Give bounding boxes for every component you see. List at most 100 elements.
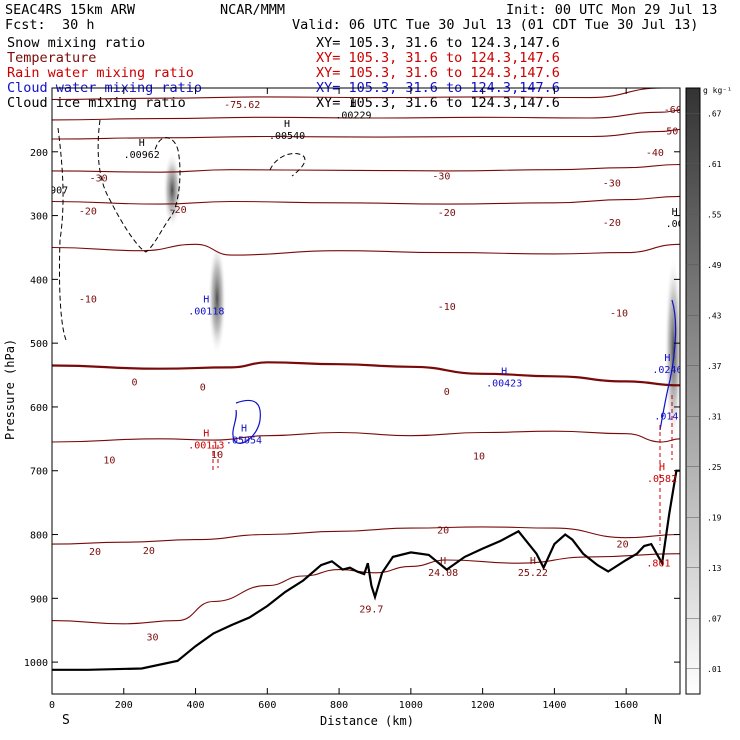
extremum-value: .00118 [188,306,224,317]
extremum-marker: H [440,556,446,567]
temperature-label: 10 [473,451,485,462]
colorbar-level-label: .49 [707,261,722,270]
temperature-label: -10 [438,302,456,313]
extremum-value: .00229 [335,111,371,122]
extrema-labels: H.00962H.00540H.00229907H.00118H.05054H.… [50,99,684,616]
endpoint-left: S [62,713,70,728]
extremum-value: 24.08 [428,568,458,579]
temperature-label: -20 [79,206,97,217]
temperature-label: -50 [660,127,678,138]
plot-frame [51,87,681,695]
temperature-label: -75.62 [224,100,260,111]
temperature-contour [52,526,680,545]
extremum-value: .0582 [647,474,677,485]
x-axis-label: Distance (km) [320,714,414,728]
temperature-label: 20 [143,546,155,557]
colorbar-level-label: .01 [707,665,722,674]
colorbar: .01 .07 .13 .19 .25 .31 .37 .43 .49 .55 .61 .67 [685,87,722,695]
temperature-label: -30 [603,178,621,189]
y-tick-label: 400 [30,275,48,286]
axes: 0 200 400 600 800 1000 1200 1400 160020030040050… [24,88,680,711]
temperature-label: -30 [432,171,450,182]
extremum-marker: H [659,462,665,473]
extremum-marker: H [203,294,209,305]
extremum-marker: H [284,119,290,130]
colorbar-level-label: .13 [707,564,722,573]
extremum-marker: H [241,423,247,434]
field-name-temperature: Temperature [7,50,97,66]
colorbar-level-label: .61 [707,160,722,169]
extremum-value: .014 [654,412,678,423]
temperature-label: -10 [610,309,628,320]
field-xy-snow: XY= 105.3, 31.6 to 124.3,147.6 [316,35,560,51]
temperature-contour [52,88,680,101]
init-time: Init: 00 UTC Mon 29 Jul 13 [506,2,718,18]
temperature-contours: -75.62 -60 -50 -40 -30 -30 -30 -20 -20 -20 -20 -10 -… [52,88,682,644]
y-tick-label: 700 [30,467,48,478]
y-tick-label: 500 [30,339,48,350]
extremum-marker: H [350,99,356,110]
rain-contour [212,395,673,545]
snow-contour-small [269,153,306,177]
colorbar-level-label: .31 [707,412,722,421]
y-tick-label: 600 [30,403,48,414]
forecast-hour: 30 h [62,17,95,33]
endpoint-right: N [654,713,662,728]
colorbar-level-label: .67 [707,109,722,118]
temperature-contour [52,163,680,173]
temperature-label: -40 [646,148,664,159]
forecast-label: Fcst: [5,17,46,33]
field-name-rain: Rain water mixing ratio [7,65,194,81]
x-tick-label: 1200 [471,700,495,711]
cloud-water-contour [232,399,261,444]
temperature-contour [52,109,680,121]
colorbar-unit: g kg⁻¹ [703,86,732,95]
temperature-contour [52,243,680,256]
x-tick-label: 800 [330,700,348,711]
y-tick-label: 800 [30,531,48,542]
extremum-value: .00423 [486,379,522,390]
temperature-label: -30 [90,173,108,184]
extremum-value: 29.7 [359,604,383,615]
temperature-label: -20 [603,218,621,229]
cloud-water-contour-right [659,299,677,431]
temperature-label: -60 [664,105,682,116]
temperature-contour [52,430,680,443]
extremum-value: 907 [50,185,68,196]
temperature-label: -20 [169,205,187,216]
extremum-value: 25.22 [518,568,548,579]
terrain-line [52,469,680,671]
extremum-value: .00 [666,219,684,230]
snow-contour [57,119,181,341]
extremum-value: .00113 [188,440,224,451]
colorbar-level-label: .19 [707,513,722,522]
temperature-label: 30 [146,633,158,644]
y-axis-label: Pressure (hPa) [3,339,17,440]
y-tick-label: 1000 [24,658,48,669]
x-tick-label: 0 [49,700,55,711]
y-tick-label: 900 [30,594,48,605]
extremum-value: .00540 [269,131,305,142]
colorbar-level-label: .25 [707,463,722,472]
cloud-ice-shade [208,241,227,356]
field-xy-temperature: XY= 105.3, 31.6 to 124.3,147.6 [316,50,560,66]
plot-area: -75.62 -60 -50 -40 -30 -30 -30 -20 -20 -20 -20 -10 -… [50,88,684,671]
temperature-label: 20 [617,539,629,550]
temperature-contour [52,195,680,205]
x-tick-label: 600 [258,700,276,711]
cloud-contours [57,119,677,545]
colorbar-level-label: .43 [707,311,722,320]
cloud-ice-shade [163,151,182,229]
temperature-contour [52,361,680,387]
x-tick-label: 1000 [399,700,423,711]
extremum-value: .05054 [226,435,262,446]
extremum-marker: H [530,556,536,567]
extremum-marker: H [203,428,209,439]
valid-time: Valid: 06 UTC Tue 30 Jul 13 (01 CDT Tue … [292,17,699,33]
temperature-label: 10 [103,455,115,466]
field-xy-cloud-ice: XY= 105.3, 31.6 to 124.3,147.6 [316,95,560,111]
y-tick-label: 300 [30,212,48,223]
extremum-marker: H [501,367,507,378]
colorbar-level-label: .55 [707,210,722,219]
